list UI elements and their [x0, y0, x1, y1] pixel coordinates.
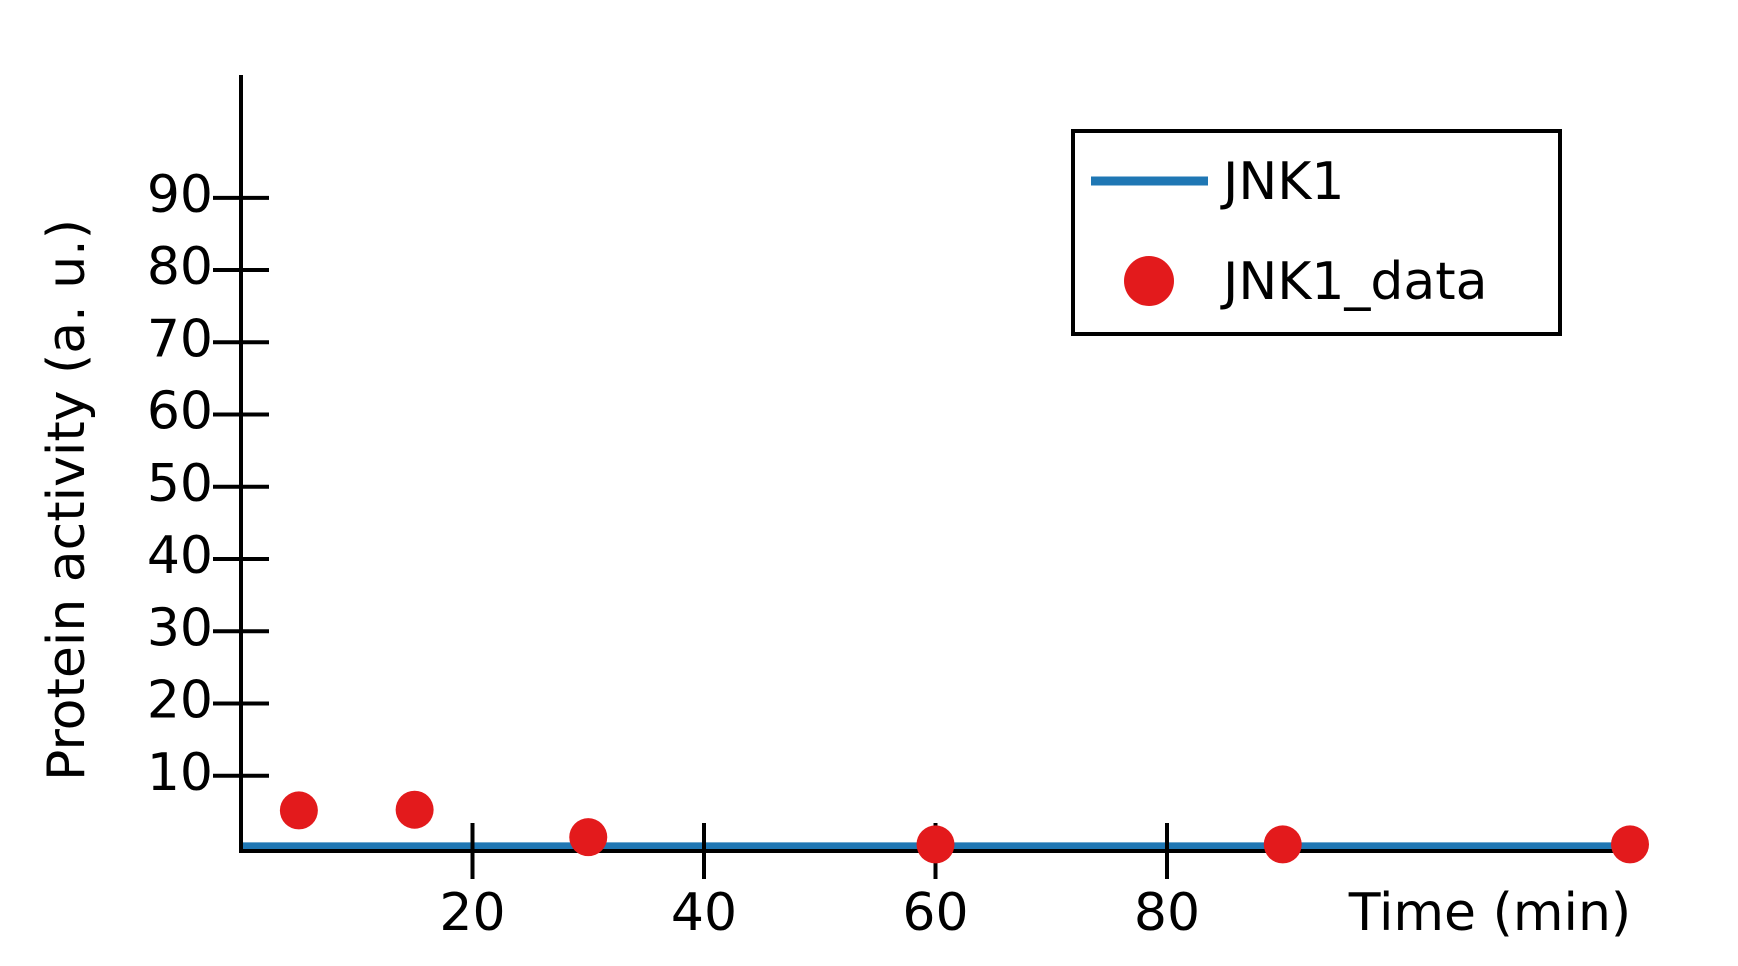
y-tick-label: 60: [147, 382, 213, 442]
y-axis-label: Protein activity (a. u.): [37, 219, 97, 781]
x-tick-label: 80: [1134, 883, 1200, 943]
legend-label: JNK1_data: [1220, 252, 1488, 312]
data-point: [1611, 825, 1649, 864]
legend-marker: [1124, 256, 1174, 306]
y-tick-label: 20: [147, 671, 213, 731]
data-point: [1263, 825, 1302, 864]
data-point: [395, 790, 434, 829]
y-tick-label: 80: [147, 237, 213, 297]
x-tick-label: 60: [902, 883, 968, 943]
x-axis-label: Time (min): [1348, 883, 1631, 943]
data-point: [279, 791, 318, 830]
y-tick-label: 50: [147, 454, 213, 514]
y-tick-label: 90: [147, 165, 213, 225]
y-tick-label: 10: [147, 743, 213, 803]
y-tick-label: 70: [147, 309, 213, 369]
data-point: [569, 818, 608, 857]
y-tick-label: 30: [147, 598, 213, 658]
y-tick-label: 40: [147, 526, 213, 586]
data-point: [916, 825, 955, 864]
x-tick-label: 20: [439, 883, 505, 943]
legend-label: JNK1: [1220, 152, 1344, 212]
x-tick-label: 40: [671, 883, 737, 943]
